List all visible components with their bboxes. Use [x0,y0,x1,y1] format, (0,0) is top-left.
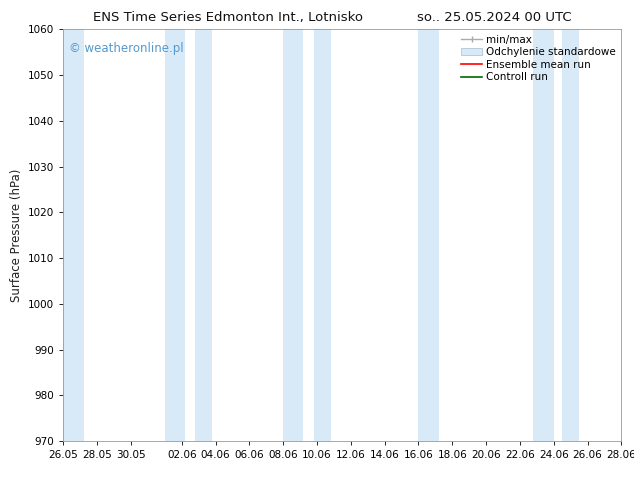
Bar [165,29,185,441]
Bar [283,29,304,441]
Bar [418,29,439,441]
Y-axis label: Surface Pressure (hPa): Surface Pressure (hPa) [10,169,23,302]
Bar [63,29,84,441]
Legend: min/max, Odchylenie standardowe, Ensemble mean run, Controll run: min/max, Odchylenie standardowe, Ensembl… [459,32,618,84]
Text: so.. 25.05.2024 00 UTC: so.. 25.05.2024 00 UTC [417,11,572,24]
Bar [195,29,212,441]
Bar [314,29,330,441]
Text: © weatheronline.pl: © weatheronline.pl [69,42,184,55]
Bar [562,29,579,441]
Text: ENS Time Series Edmonton Int., Lotnisko: ENS Time Series Edmonton Int., Lotnisko [93,11,363,24]
Bar [533,29,553,441]
